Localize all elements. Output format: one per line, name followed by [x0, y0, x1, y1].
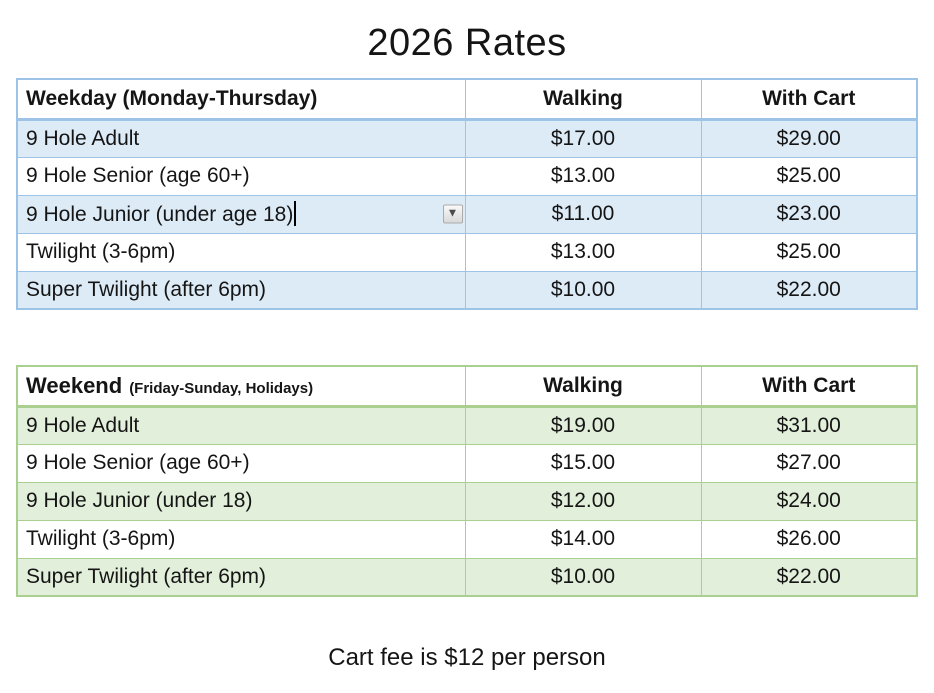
rate-label: Twilight (3-6pm)	[26, 527, 176, 550]
table-row: 9 Hole Adult $19.00 $31.00	[16, 405, 918, 445]
with-cart-price-cell[interactable]: $24.00	[700, 481, 918, 521]
with-cart-column-header: With Cart	[762, 86, 856, 110]
with-cart-column-header: With Cart	[762, 373, 856, 397]
weekend-table-title: Weekend	[26, 372, 123, 398]
rate-label: Super Twilight (after 6pm)	[26, 564, 267, 588]
weekend-table-title-cell[interactable]: Weekend (Friday-Sunday, Holidays)	[16, 365, 466, 408]
table-row: Twilight (3-6pm) $13.00 $25.00	[16, 232, 918, 272]
walking-price-cell[interactable]: $11.00	[464, 194, 702, 234]
dropdown-arrow-icon: ▼	[449, 208, 456, 219]
rate-label-cell[interactable]: 9 Hole Adult	[16, 118, 466, 158]
weekend-rates-table: Weekend (Friday-Sunday, Holidays) Walking…	[16, 365, 918, 597]
rate-label-cell[interactable]: Super Twilight (after 6pm)	[16, 557, 466, 597]
walking-price: $10.00	[550, 564, 616, 588]
walking-price-cell[interactable]: $12.00	[464, 481, 702, 521]
with-cart-price: $27.00	[776, 451, 841, 474]
with-cart-price-cell[interactable]: $23.00	[700, 194, 918, 234]
walking-price-cell[interactable]: $17.00	[464, 118, 702, 158]
rate-label-cell-editing[interactable]: 9 Hole Junior (under age 18) ▼	[16, 194, 466, 234]
walking-price: $13.00	[550, 164, 616, 187]
with-cart-price-cell[interactable]: $27.00	[700, 443, 918, 483]
rate-label: 9 Hole Adult	[26, 126, 140, 150]
walking-price-cell[interactable]: $13.00	[464, 232, 702, 272]
with-cart-price: $31.00	[776, 413, 841, 437]
with-cart-price-cell[interactable]: $31.00	[700, 405, 918, 445]
walking-price-cell[interactable]: $13.00	[464, 156, 702, 196]
table-row-editing: 9 Hole Junior (under age 18) ▼ $11.00 $2…	[16, 194, 918, 234]
weekday-walking-header-cell[interactable]: Walking	[464, 78, 702, 121]
with-cart-price-cell[interactable]: $25.00	[700, 156, 918, 196]
rate-label-cell[interactable]: 9 Hole Junior (under 18)	[16, 481, 466, 521]
table-row: Super Twilight (after 6pm) $10.00 $22.00	[16, 557, 918, 597]
rate-label: 9 Hole Senior (age 60+)	[26, 451, 250, 474]
rate-label: 9 Hole Adult	[26, 413, 140, 437]
walking-price: $15.00	[550, 451, 616, 474]
weekday-withcart-header-cell[interactable]: With Cart	[700, 78, 918, 121]
walking-column-header: Walking	[543, 86, 623, 110]
weekend-walking-header-cell[interactable]: Walking	[464, 365, 702, 408]
weekend-header-row: Weekend (Friday-Sunday, Holidays) Walking…	[16, 365, 918, 408]
with-cart-price-cell[interactable]: $26.00	[700, 519, 918, 559]
with-cart-price: $26.00	[776, 527, 841, 550]
text-cursor	[294, 201, 297, 226]
weekday-header-row: Weekday (Monday-Thursday) Walking With C…	[16, 78, 918, 121]
with-cart-price-cell[interactable]: $22.00	[700, 270, 918, 310]
with-cart-price: $23.00	[776, 202, 841, 225]
walking-price-cell[interactable]: $10.00	[464, 557, 702, 597]
weekend-table-subtitle: (Friday-Sunday, Holidays)	[129, 379, 314, 397]
table-row: 9 Hole Senior (age 60+) $13.00 $25.00	[16, 156, 918, 196]
rate-label-cell[interactable]: 9 Hole Senior (age 60+)	[16, 156, 466, 196]
rate-label-cell[interactable]: 9 Hole Senior (age 60+)	[16, 443, 466, 483]
table-row: 9 Hole Junior (under 18) $12.00 $24.00	[16, 481, 918, 521]
with-cart-price: $25.00	[776, 240, 841, 263]
walking-column-header: Walking	[543, 373, 623, 397]
weekday-table-title: Weekday (Monday-Thursday)	[26, 86, 318, 110]
walking-price: $17.00	[550, 126, 616, 150]
with-cart-price: $22.00	[776, 564, 841, 588]
with-cart-price-cell[interactable]: $29.00	[700, 118, 918, 158]
with-cart-price-cell[interactable]: $25.00	[700, 232, 918, 272]
walking-price: $13.00	[550, 240, 616, 263]
rate-label-cell[interactable]: Super Twilight (after 6pm)	[16, 270, 466, 310]
table-row: Twilight (3-6pm) $14.00 $26.00	[16, 519, 918, 559]
with-cart-price: $24.00	[776, 489, 841, 512]
table-row: 9 Hole Adult $17.00 $29.00	[16, 118, 918, 158]
weekday-rates-table: Weekday (Monday-Thursday) Walking With C…	[16, 78, 918, 310]
rate-label-cell[interactable]: Twilight (3-6pm)	[16, 519, 466, 559]
rate-label: 9 Hole Junior (under age 18)	[26, 203, 294, 226]
weekday-table-title-cell[interactable]: Weekday (Monday-Thursday)	[16, 78, 466, 121]
table-row: 9 Hole Senior (age 60+) $15.00 $27.00	[16, 443, 918, 483]
walking-price-cell[interactable]: $10.00	[464, 270, 702, 310]
walking-price: $19.00	[550, 413, 616, 437]
cart-fee-note: Cart fee is $12 per person	[328, 644, 606, 671]
walking-price: $11.00	[551, 202, 615, 225]
rate-label: Twilight (3-6pm)	[26, 240, 176, 263]
weekend-withcart-header-cell[interactable]: With Cart	[700, 365, 918, 408]
walking-price: $12.00	[550, 489, 616, 512]
rate-label-cell[interactable]: 9 Hole Adult	[16, 405, 466, 445]
walking-price-cell[interactable]: $19.00	[464, 405, 702, 445]
with-cart-price: $25.00	[776, 164, 841, 187]
rate-label: 9 Hole Senior (age 60+)	[26, 164, 250, 187]
page-title: 2026 Rates	[367, 22, 567, 64]
walking-price: $14.00	[550, 527, 616, 550]
with-cart-price: $29.00	[776, 126, 841, 150]
rate-label-cell[interactable]: Twilight (3-6pm)	[16, 232, 466, 272]
walking-price-cell[interactable]: $15.00	[464, 443, 702, 483]
with-cart-price-cell[interactable]: $22.00	[700, 557, 918, 597]
cell-dropdown-button[interactable]: ▼	[442, 204, 463, 224]
table-row: Super Twilight (after 6pm) $10.00 $22.00	[16, 270, 918, 310]
with-cart-price: $22.00	[776, 277, 841, 301]
rate-label: Super Twilight (after 6pm)	[26, 277, 267, 301]
rate-label: 9 Hole Junior (under 18)	[26, 489, 253, 512]
walking-price: $10.00	[550, 277, 616, 301]
walking-price-cell[interactable]: $14.00	[464, 519, 702, 559]
